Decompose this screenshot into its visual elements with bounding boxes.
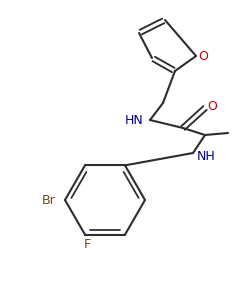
Text: O: O xyxy=(207,100,217,113)
Text: Br: Br xyxy=(42,194,56,207)
Text: F: F xyxy=(83,238,91,251)
Text: NH: NH xyxy=(197,151,215,164)
Text: HN: HN xyxy=(125,113,143,127)
Text: O: O xyxy=(198,50,208,63)
